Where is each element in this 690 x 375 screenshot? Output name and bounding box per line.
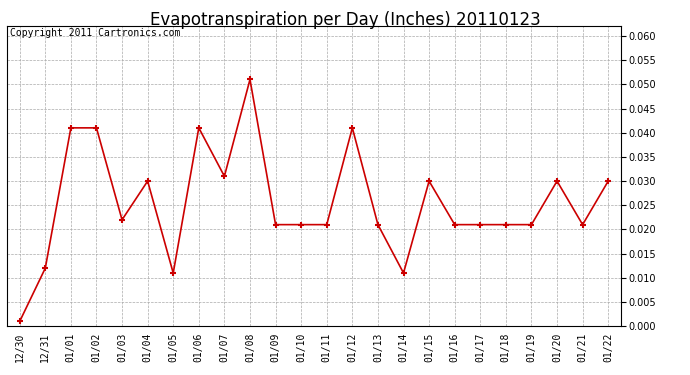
- Text: Copyright 2011 Cartronics.com: Copyright 2011 Cartronics.com: [10, 28, 180, 38]
- Text: Evapotranspiration per Day (Inches) 20110123: Evapotranspiration per Day (Inches) 2011…: [150, 11, 540, 29]
